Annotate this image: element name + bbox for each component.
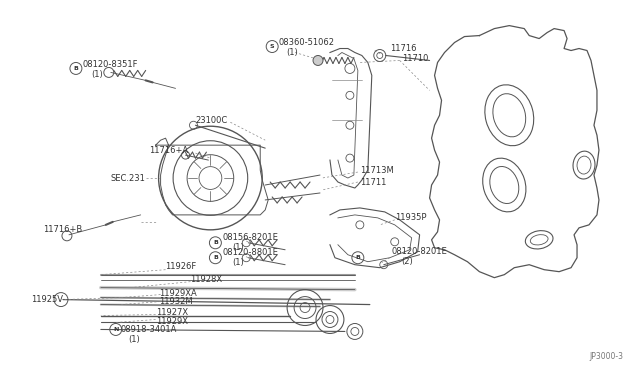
Text: 23100C: 23100C — [195, 116, 228, 125]
Text: 11716: 11716 — [390, 44, 416, 53]
Text: 11710: 11710 — [402, 54, 428, 63]
Text: (1): (1) — [232, 258, 244, 267]
Text: 11928X: 11928X — [191, 275, 223, 284]
Text: B: B — [355, 255, 360, 260]
Text: (1): (1) — [232, 243, 244, 252]
Text: S: S — [270, 44, 275, 49]
Text: 11929X: 11929X — [156, 317, 188, 326]
Text: 11935P: 11935P — [395, 214, 426, 222]
Text: 11713M: 11713M — [360, 166, 394, 174]
Text: B: B — [213, 240, 218, 245]
Text: 11925V: 11925V — [31, 295, 63, 304]
Text: 08120-8801E: 08120-8801E — [222, 248, 278, 257]
Text: SEC.231: SEC.231 — [111, 173, 146, 183]
Text: 08156-8201E: 08156-8201E — [222, 233, 278, 242]
Text: (1): (1) — [129, 335, 140, 344]
Text: B: B — [74, 66, 78, 71]
Text: 11711: 11711 — [360, 177, 386, 186]
Text: (1): (1) — [91, 70, 102, 79]
Text: 08120-8201E: 08120-8201E — [392, 247, 447, 256]
Text: JP3000-3: JP3000-3 — [590, 352, 624, 361]
Text: 11929XA: 11929XA — [159, 289, 196, 298]
Text: 11932M: 11932M — [159, 297, 192, 306]
Text: (2): (2) — [402, 257, 413, 266]
Text: 11927X: 11927X — [156, 308, 188, 317]
Text: B: B — [213, 255, 218, 260]
Circle shape — [313, 55, 323, 65]
Text: 08918-3401A: 08918-3401A — [121, 325, 177, 334]
Text: 08120-8351F: 08120-8351F — [83, 60, 138, 69]
Text: 11716+B: 11716+B — [43, 225, 83, 234]
Text: (1): (1) — [286, 48, 298, 57]
Text: 08360-51062: 08360-51062 — [278, 38, 334, 47]
Text: 11716+A: 11716+A — [148, 145, 188, 155]
Text: 11926F: 11926F — [166, 262, 197, 271]
Text: N: N — [113, 327, 118, 332]
